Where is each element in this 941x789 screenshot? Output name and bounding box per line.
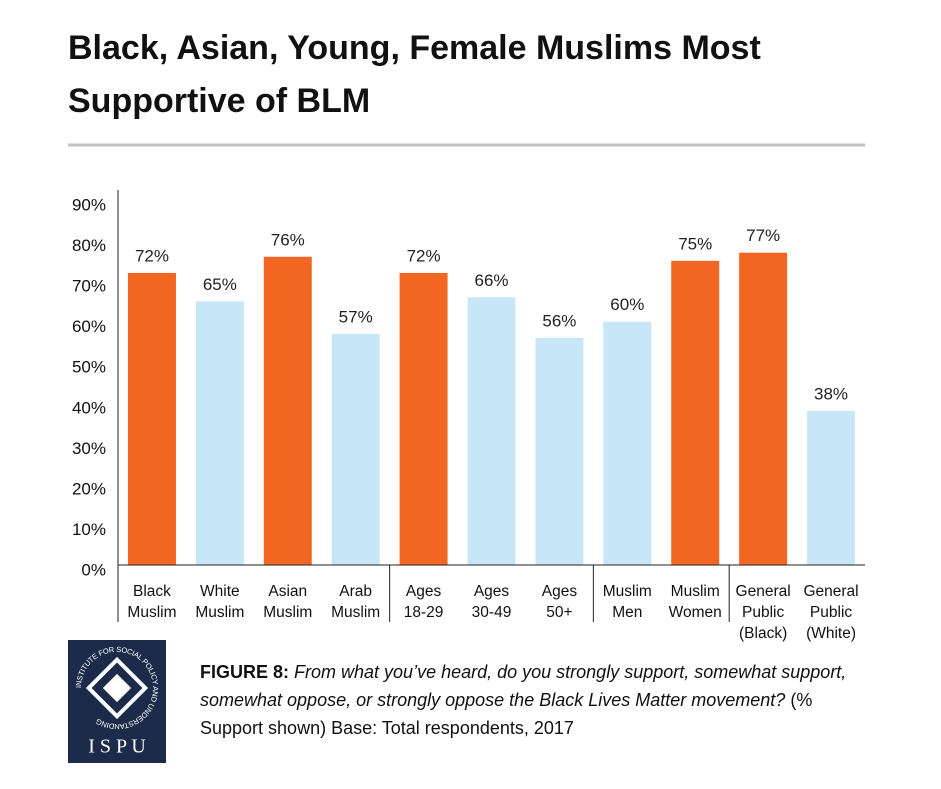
x-tick-label: Black Muslim xyxy=(127,583,176,621)
value-label: 57% xyxy=(339,307,373,326)
value-label: 77% xyxy=(746,226,780,245)
y-tick-label: 60% xyxy=(72,317,106,336)
x-tick-label: White Muslim xyxy=(195,583,244,621)
x-tick-label: Arab Muslim xyxy=(331,583,380,621)
y-tick-label: 70% xyxy=(72,277,106,296)
x-tick-label: Ages 18-29 xyxy=(404,583,444,621)
caption: FIGURE 8: From what you’ve heard, do you… xyxy=(200,658,880,742)
figure-question: From what you’ve heard, do you strongly … xyxy=(200,662,847,710)
y-tick-label: 90% xyxy=(72,195,106,214)
y-tick-label: 40% xyxy=(72,398,106,417)
y-tick-label: 80% xyxy=(72,236,106,255)
bar xyxy=(807,410,856,565)
value-label: 76% xyxy=(271,230,305,249)
x-tick-label: Muslim Women xyxy=(669,583,722,621)
value-label: 75% xyxy=(678,234,712,253)
bar xyxy=(739,252,788,565)
bar xyxy=(603,321,652,565)
value-label: 65% xyxy=(203,275,237,294)
figure-label: FIGURE 8: xyxy=(200,662,290,682)
logo: INSTITUTE FOR SOCIAL POLICY AND UNDERSTA… xyxy=(68,640,166,763)
x-tick-label: Ages 30-49 xyxy=(472,583,512,621)
bar xyxy=(467,297,516,565)
bar xyxy=(399,273,448,565)
y-tick-label: 30% xyxy=(72,439,106,458)
logo-diamond xyxy=(85,656,149,720)
value-label: 56% xyxy=(542,311,576,330)
x-tick-label: Asian Muslim xyxy=(263,583,312,621)
x-tick-label: General Public (Black) xyxy=(736,583,791,642)
y-tick-label: 50% xyxy=(72,358,106,377)
y-tick-label: 0% xyxy=(81,560,106,579)
bar xyxy=(331,333,380,565)
x-tick-label: Muslim Men xyxy=(603,583,652,621)
x-tick-label: Ages 50+ xyxy=(542,583,578,621)
logo-diamond xyxy=(102,673,132,703)
logo-name: I S P U xyxy=(88,736,146,758)
value-label: 38% xyxy=(814,384,848,403)
bar xyxy=(671,260,720,565)
value-label: 66% xyxy=(474,271,508,290)
y-tick-label: 10% xyxy=(72,520,106,539)
bar xyxy=(535,337,584,565)
bar xyxy=(195,301,244,565)
figure-note: (% Support shown) Base: Total respondent… xyxy=(200,690,813,738)
bar xyxy=(263,256,312,565)
y-tick-label: 20% xyxy=(72,479,106,498)
bar xyxy=(127,273,176,565)
chart-title: Black, Asian, Young, Female Muslims Most… xyxy=(68,29,761,120)
value-label: 72% xyxy=(407,246,441,265)
x-tick-label: General Public (White) xyxy=(803,583,858,642)
value-label: 72% xyxy=(135,246,169,265)
value-label: 60% xyxy=(610,295,644,314)
